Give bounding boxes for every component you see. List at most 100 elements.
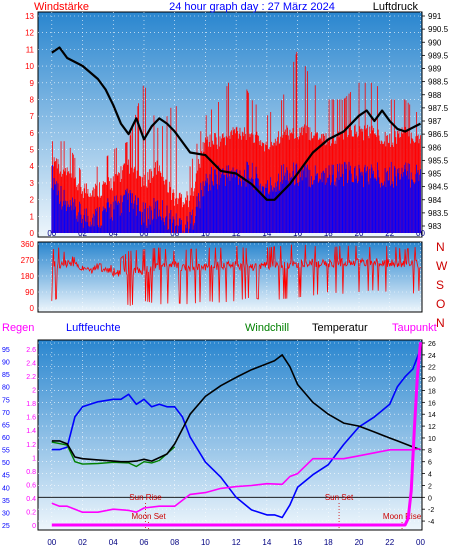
wind-tick-label: 2 [30, 196, 35, 205]
temperature-tick-label: 22 [428, 365, 436, 372]
temperature-tick-label: 0 [428, 495, 432, 502]
compass-n-bottom: N [436, 316, 445, 330]
wind-tick-label: 3 [30, 179, 35, 188]
wind-tick-label: 6 [30, 129, 35, 138]
regen-tick-label: 0.4 [26, 496, 36, 503]
pressure-tick-label: 984.5 [428, 183, 449, 192]
wind-tick-label: 4 [30, 162, 35, 171]
compass-n-top: N [436, 240, 445, 254]
humidity-tick-label: 30 [2, 510, 10, 517]
regen-tick-label: 0.6 [26, 482, 36, 489]
pressure-tick-label: 985 [428, 170, 442, 179]
wind-tick-label: 1 [30, 212, 35, 221]
wind-tick-label: 0 [30, 229, 35, 238]
top-hour-label: 18 [324, 229, 333, 238]
regen-tick-label: 2.6 [26, 347, 36, 354]
humidity-tick-label: 25 [2, 523, 10, 530]
compass-s: S [436, 278, 444, 292]
pressure-tick-label: 986.5 [428, 130, 449, 139]
chart-title: 24 hour graph day : 27 März 2024 [169, 1, 335, 13]
wind-tick-label: 7 [30, 112, 35, 121]
wind-tick-label: 5 [30, 146, 35, 155]
temperature-panel [37, 339, 423, 531]
temperature-tick-label: 14 [428, 412, 436, 419]
temperature-tick-label: 10 [428, 436, 436, 443]
temperature-line [51, 354, 421, 463]
regen-tick-label: 0 [32, 523, 36, 530]
humidity-tick-label: 70 [2, 410, 10, 417]
regen-tick-label: 0.8 [26, 469, 36, 476]
top-hour-label: 06 [140, 229, 149, 238]
top-hour-label: 10 [201, 229, 210, 238]
bottom-hour-label: 22 [385, 538, 394, 547]
wind-tick-label: 12 [25, 29, 34, 38]
temperature-tick-label: 2 [428, 483, 432, 490]
humidity-tick-label: 40 [2, 485, 10, 492]
pressure-tick-label: 985.5 [428, 156, 449, 165]
pressure-tick-label: 987.5 [428, 104, 449, 113]
temperature-tick-label: 20 [428, 377, 436, 384]
pressure-tick-label: 991 [428, 12, 442, 21]
wind-tick-label: 13 [25, 12, 34, 21]
pressure-tick-label: 983.5 [428, 209, 449, 218]
dewpoint-label: Taupunkt [392, 322, 437, 334]
top-hour-label: 00 [416, 229, 425, 238]
compass-w: W [436, 259, 448, 273]
humidity-tick-label: 85 [2, 372, 10, 379]
wind-tick-label: 10 [25, 62, 34, 71]
windchill-label: Windchill [245, 322, 289, 334]
humidity-tick-label: 60 [2, 435, 10, 442]
direction-tick-label: 360 [21, 240, 35, 249]
pressure-tick-label: 990 [428, 38, 442, 47]
direction-line [51, 244, 421, 306]
temperature-tick-label: 4 [428, 472, 432, 479]
wind-tick-label: 11 [26, 45, 35, 54]
direction-tick-label: 180 [21, 272, 35, 281]
regen-line [51, 342, 422, 527]
pressure-tick-label: 984 [428, 196, 442, 205]
top-hour-label: 12 [232, 229, 241, 238]
pressure-line-group [51, 46, 422, 201]
pressure-tick-label: 989 [428, 65, 442, 74]
compass-letters: N W S O N [436, 240, 448, 330]
pressure-tick-label: 987 [428, 117, 442, 126]
windchill-line [51, 441, 176, 468]
pressure-tick-label: 990.5 [428, 25, 449, 34]
pressure-tick-label: 983 [428, 222, 442, 231]
temperature-tick-label: 12 [428, 424, 436, 431]
direction-tick-label: 90 [25, 288, 34, 297]
regen-tick-label: 1 [32, 455, 36, 462]
temperature-tick-label: -4 [428, 519, 434, 526]
humidity-tick-label: 80 [2, 385, 10, 392]
regen-axis-ticks: 0 0.2 0.4 0.6 0.8 1 1.2 1.4 1.6 1.8 2 2.2 2.4 2.6 [26, 347, 36, 530]
humidity-label: Luftfeuchte [66, 322, 120, 334]
temperature-tick-label: 6 [428, 460, 432, 467]
marker-label: Moon Set [131, 512, 166, 521]
marker-label: Sun Rise [129, 493, 162, 502]
regen-tick-label: 1.2 [26, 442, 36, 449]
bottom-hour-label: 08 [170, 538, 179, 547]
pressure-axis-ticks: 983 983.5 984 984.5 985 985.5 986 986.5 987 987.5… [422, 12, 449, 231]
top-hour-label: 08 [170, 229, 179, 238]
wind-strength-title: Windstärke [34, 1, 89, 13]
temperature-tick-label: 24 [428, 353, 436, 360]
pressure-tick-label: 986 [428, 143, 442, 152]
top-hour-label: 02 [78, 229, 87, 238]
bottom-hour-label: 18 [324, 538, 333, 547]
humidity-tick-label: 50 [2, 460, 10, 467]
temperature-tick-label: 8 [428, 448, 432, 455]
top-hour-label: 14 [262, 229, 271, 238]
temperature-tick-label: 16 [428, 400, 436, 407]
pressure-title: Luftdruck [373, 1, 419, 13]
dewpoint-line [51, 447, 421, 514]
top-hour-label: 20 [355, 229, 364, 238]
marker-label: Sun Set [325, 493, 354, 502]
marker-label: Moon Rise [383, 512, 422, 521]
humidity-tick-label: 90 [2, 360, 10, 367]
humidity-tick-label: 35 [2, 498, 10, 505]
top-hour-label: 04 [109, 229, 118, 238]
direction-tick-label: 0 [30, 304, 35, 313]
